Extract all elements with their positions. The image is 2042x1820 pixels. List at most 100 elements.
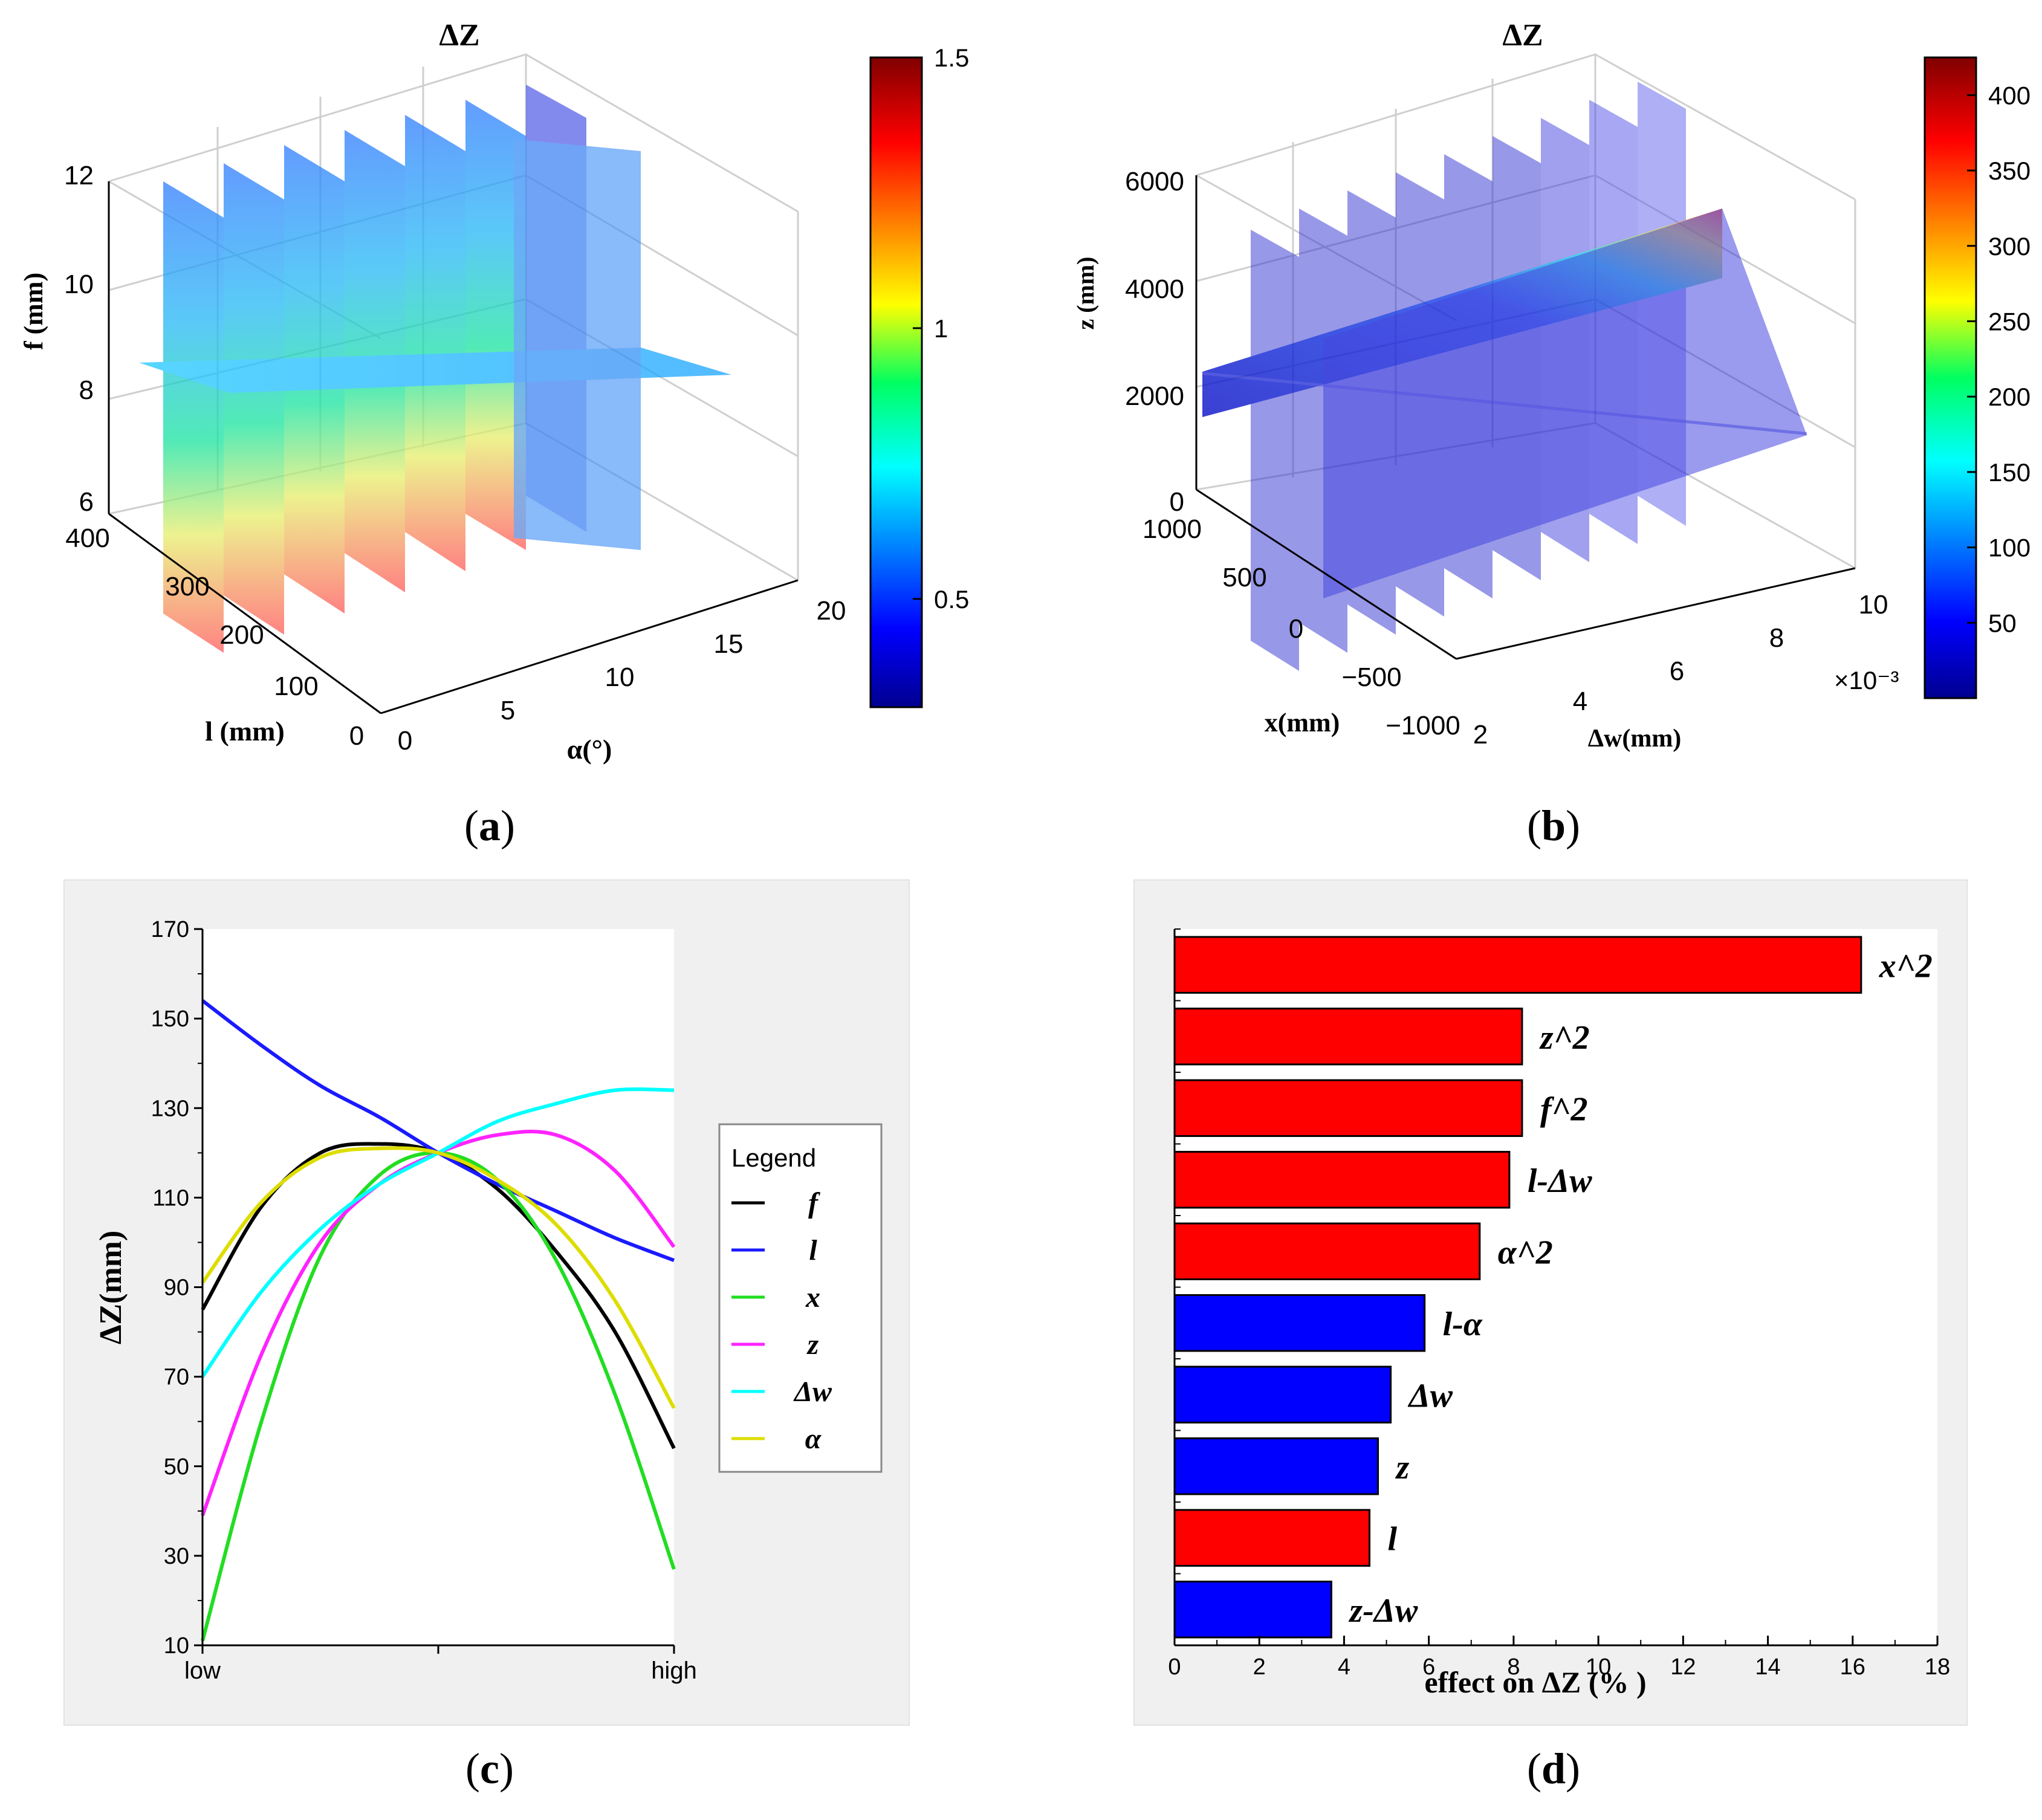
- a-x-tick: 20: [817, 596, 846, 626]
- b-y-tick: −500: [1341, 662, 1401, 692]
- d-bar-label: l: [1388, 1520, 1398, 1558]
- a-colorbar: [869, 56, 923, 708]
- b-x-tick: 10: [1859, 590, 1888, 620]
- d-bar-label: x^2: [1879, 947, 1933, 985]
- b-x-tick: 6: [1670, 656, 1684, 686]
- d-x-tick: 14: [1755, 1654, 1780, 1680]
- d-x-tick: 2: [1253, 1654, 1266, 1680]
- d-x-tick: 16: [1840, 1654, 1865, 1680]
- d-bar: [1173, 936, 1862, 994]
- a-axes: [108, 181, 799, 714]
- chart-c: 10 30 50 70 90 110 130 150 170 low high ΔZ(mm) Le…: [63, 879, 910, 1726]
- a-y-tick: 400: [65, 523, 109, 553]
- b-z-tick: 2000: [1125, 381, 1184, 411]
- d-x-tick: 4: [1338, 1654, 1350, 1680]
- c-legend-label: z: [806, 1329, 819, 1361]
- a-x-tick: 15: [714, 629, 744, 659]
- c-legend-label: l: [809, 1234, 817, 1266]
- c-legend-title: Legend: [731, 1144, 816, 1172]
- b-z-tick: 4000: [1125, 274, 1184, 304]
- b-x-exponent: ×10⁻³: [1834, 666, 1899, 695]
- c-y-tick: 50: [164, 1454, 189, 1480]
- a-y-tick: 100: [274, 672, 318, 701]
- b-colorbar-tick: 250: [1988, 307, 2031, 335]
- c-series-line-4: [201, 1087, 675, 1378]
- d-bar-label: Δw: [1408, 1377, 1453, 1414]
- d-bar-label: f^2: [1540, 1090, 1588, 1128]
- d-x-ticks: 0 2 4 6 8 10 12 14 16 18: [1168, 1636, 1950, 1680]
- a-colorbar-ticks: 0.5 1 1.5: [913, 44, 969, 614]
- d-bar-label: z-Δw: [1348, 1592, 1418, 1630]
- a-x-tick: 10: [605, 662, 635, 692]
- a-z-tick: 6: [79, 487, 94, 517]
- b-z-tick: 6000: [1125, 167, 1184, 196]
- b-y-tick: 0: [1289, 614, 1303, 644]
- d-bar: [1173, 1581, 1332, 1639]
- a-zlabel: f (mm): [19, 273, 48, 350]
- caption-b: (b): [1526, 802, 1580, 850]
- d-x-tick: 8: [1507, 1654, 1520, 1680]
- d-x-tick: 12: [1670, 1654, 1696, 1680]
- a-title: ΔZ: [439, 18, 479, 53]
- d-bar-label: z: [1395, 1449, 1410, 1486]
- c-y-tick: 130: [151, 1096, 189, 1121]
- a-y-ticks: 0 100 200 300 400: [65, 523, 364, 751]
- a-z-tick: 12: [64, 161, 94, 190]
- c-series-lines: [201, 999, 676, 1642]
- d-bar: [1173, 1294, 1426, 1352]
- caption-a: (a): [464, 802, 515, 850]
- d-bar-label: α^2: [1498, 1234, 1553, 1271]
- b-y-tick: 500: [1222, 563, 1266, 592]
- b-x-ticks: 2 4 6 8 10: [1473, 590, 1888, 750]
- d-bar-label: l-α: [1443, 1306, 1483, 1343]
- a-colorbar-tick: 1: [934, 314, 948, 343]
- b-box-grid: [1196, 53, 1856, 660]
- b-colorbar-ticks: 50 100 150 200 250 300 350 400: [1967, 81, 2031, 637]
- d-bar: [1173, 1365, 1392, 1423]
- a-xlabel: α(°): [567, 734, 612, 765]
- d-x-tick: 10: [1586, 1654, 1611, 1680]
- a-y-tick: 300: [165, 572, 209, 601]
- b-colorbar-tick: 350: [1988, 157, 2031, 185]
- a-x-tick: 5: [501, 696, 515, 725]
- c-x-ticks: low high: [184, 1645, 697, 1684]
- chart-d: x^2 z^2 f^2 l-Δw α^2 l-α Δw zl z-Δw 0 2 4 6 8 10 12 14 1…: [1133, 879, 1968, 1726]
- caption-d: (d): [1526, 1744, 1580, 1793]
- c-plot-area: [203, 929, 674, 1645]
- d-bar: [1173, 1151, 1511, 1209]
- b-slices: [1202, 82, 1807, 671]
- b-y-tick: 1000: [1143, 514, 1202, 544]
- b-z-ticks: 0 2000 4000 6000: [1125, 167, 1184, 517]
- a-z-tick: 10: [64, 270, 94, 299]
- c-y-tick: 30: [164, 1544, 189, 1569]
- d-bar-label: z^2: [1539, 1019, 1590, 1057]
- a-z-tick: 8: [79, 375, 94, 405]
- c-x-tick-low: low: [184, 1657, 221, 1684]
- a-y-tick: 0: [349, 721, 364, 751]
- b-x-tick: 8: [1769, 623, 1784, 653]
- d-bars: x^2 z^2 f^2 l-Δw α^2 l-α Δw zl z-Δw: [1173, 928, 1933, 1639]
- d-x-tick: 6: [1422, 1654, 1435, 1680]
- b-title: ΔZ: [1502, 18, 1543, 53]
- b-y-ticks: −1000 −500 0 500 1000: [1143, 514, 1460, 740]
- c-legend-label: x: [805, 1281, 820, 1313]
- c-legend-label: f: [808, 1187, 820, 1219]
- c-x-tick-high: high: [651, 1657, 697, 1684]
- d-bar: [1173, 1079, 1523, 1137]
- d-bar: [1173, 1008, 1523, 1066]
- a-ylabel: l (mm): [205, 716, 285, 746]
- c-y-tick: 110: [152, 1185, 189, 1211]
- d-x-tick: 18: [1925, 1654, 1950, 1680]
- chart-b: ΔZ 0 2000 4000 6000 −1000 −500 0 500 1000 2 4 6 8 1…: [1072, 18, 2031, 753]
- caption-c: (c): [465, 1744, 514, 1793]
- b-colorbar-tick: 300: [1988, 232, 2031, 261]
- b-x-tick: 4: [1573, 687, 1587, 716]
- b-z-tick: 0: [1170, 487, 1184, 517]
- b-x-tick: 2: [1473, 720, 1488, 750]
- d-bar: [1173, 1222, 1481, 1280]
- b-colorbar-tick: 150: [1988, 458, 2031, 487]
- c-y-tick: 90: [164, 1275, 189, 1301]
- d-x-tick: 0: [1168, 1654, 1181, 1680]
